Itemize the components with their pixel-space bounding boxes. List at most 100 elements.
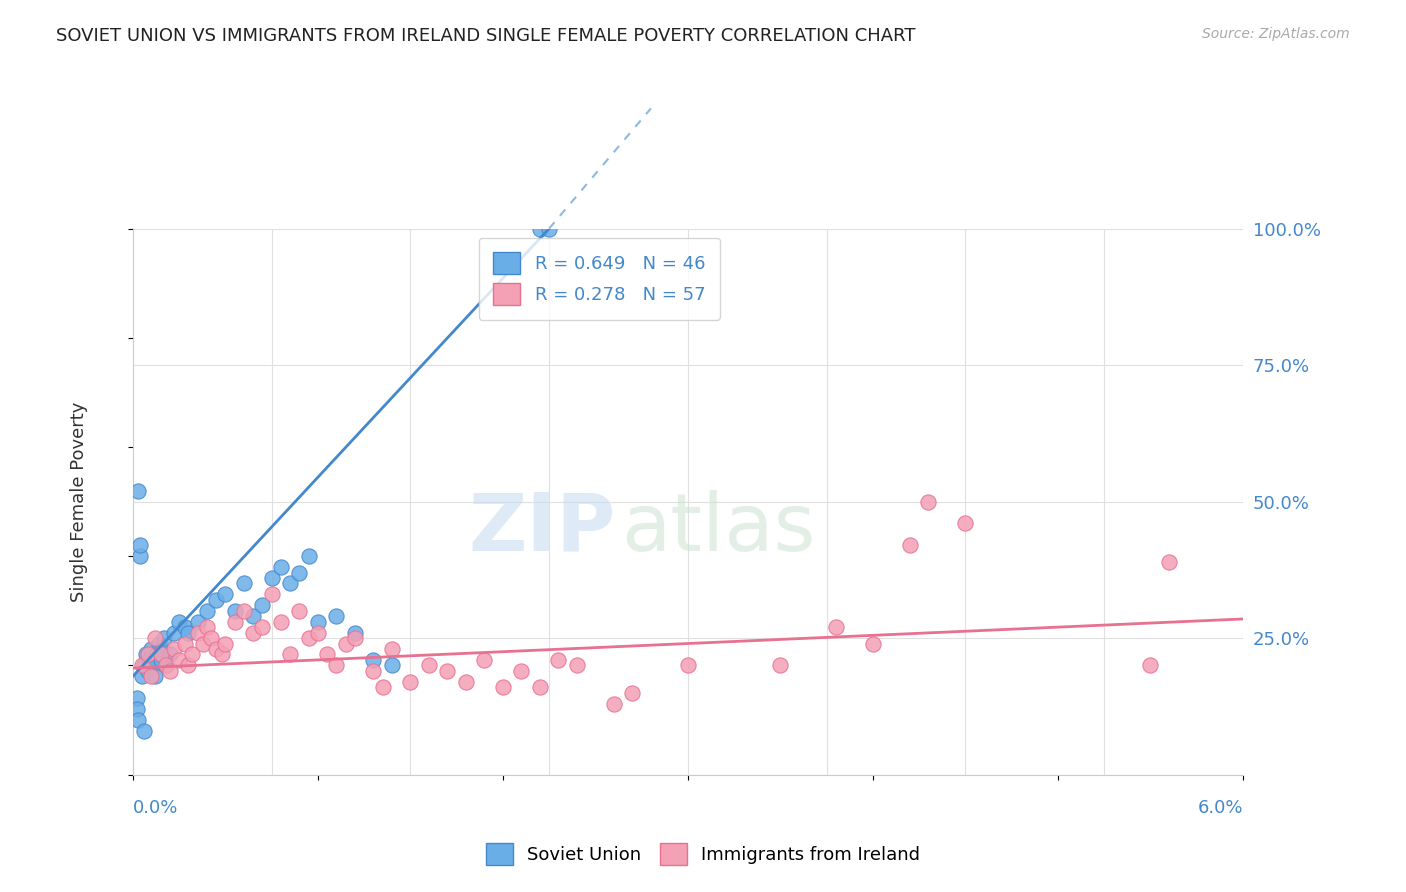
Point bbox=[205, 592, 228, 607]
Point bbox=[316, 648, 339, 662]
Point bbox=[224, 604, 246, 618]
Point bbox=[131, 658, 153, 673]
Point bbox=[195, 604, 218, 618]
Point bbox=[676, 658, 699, 673]
Text: 6.0%: 6.0% bbox=[1198, 799, 1243, 817]
Legend: R = 0.649   N = 46, R = 0.278   N = 57: R = 0.649 N = 46, R = 0.278 N = 57 bbox=[478, 237, 720, 319]
Point bbox=[260, 587, 283, 601]
Point bbox=[278, 648, 301, 662]
Point bbox=[129, 538, 152, 552]
Point bbox=[297, 631, 319, 645]
Point bbox=[131, 669, 153, 683]
Point bbox=[191, 636, 214, 650]
Point bbox=[149, 648, 172, 662]
Point bbox=[307, 615, 329, 629]
Point bbox=[242, 625, 264, 640]
Point bbox=[159, 664, 181, 678]
Point bbox=[136, 664, 159, 678]
Point bbox=[862, 636, 884, 650]
Point bbox=[297, 549, 319, 563]
Point bbox=[135, 648, 157, 662]
Point bbox=[200, 631, 222, 645]
Point bbox=[825, 620, 848, 634]
Point bbox=[307, 625, 329, 640]
Point bbox=[270, 615, 292, 629]
Point bbox=[177, 625, 200, 640]
Text: SOVIET UNION VS IMMIGRANTS FROM IRELAND SINGLE FEMALE POVERTY CORRELATION CHART: SOVIET UNION VS IMMIGRANTS FROM IRELAND … bbox=[56, 27, 915, 45]
Point bbox=[547, 653, 569, 667]
Point bbox=[898, 538, 921, 552]
Point bbox=[565, 658, 588, 673]
Point bbox=[325, 609, 347, 624]
Point bbox=[162, 625, 184, 640]
Point bbox=[288, 566, 311, 580]
Point bbox=[381, 658, 404, 673]
Text: Source: ZipAtlas.com: Source: ZipAtlas.com bbox=[1202, 27, 1350, 41]
Point bbox=[155, 658, 177, 673]
Point bbox=[214, 636, 236, 650]
Point bbox=[205, 642, 228, 657]
Point bbox=[1157, 555, 1180, 569]
Point bbox=[917, 494, 939, 508]
Text: atlas: atlas bbox=[621, 490, 815, 568]
Point bbox=[335, 636, 357, 650]
Point bbox=[173, 636, 195, 650]
Point bbox=[136, 648, 159, 662]
Point bbox=[132, 658, 155, 673]
Point bbox=[153, 631, 176, 645]
Point bbox=[129, 549, 152, 563]
Point bbox=[224, 615, 246, 629]
Point bbox=[141, 642, 163, 657]
Point bbox=[363, 664, 385, 678]
Point bbox=[142, 658, 165, 673]
Point bbox=[343, 631, 366, 645]
Point bbox=[159, 648, 181, 662]
Point bbox=[143, 631, 166, 645]
Y-axis label: Single Female Poverty: Single Female Poverty bbox=[70, 401, 89, 602]
Point bbox=[955, 516, 977, 531]
Point bbox=[149, 653, 172, 667]
Point bbox=[232, 604, 254, 618]
Point bbox=[492, 680, 515, 694]
Point bbox=[529, 221, 551, 235]
Point bbox=[173, 620, 195, 634]
Point bbox=[474, 653, 496, 667]
Point bbox=[138, 653, 160, 667]
Point bbox=[143, 669, 166, 683]
Point bbox=[270, 560, 292, 574]
Point bbox=[155, 658, 177, 673]
Point bbox=[162, 642, 184, 657]
Point bbox=[195, 620, 218, 634]
Point bbox=[211, 648, 233, 662]
Point bbox=[146, 648, 169, 662]
Point bbox=[399, 674, 422, 689]
Point bbox=[363, 653, 385, 667]
Point bbox=[603, 697, 626, 711]
Point bbox=[187, 615, 209, 629]
Point bbox=[260, 571, 283, 585]
Point bbox=[371, 680, 394, 694]
Point bbox=[187, 625, 209, 640]
Point bbox=[232, 576, 254, 591]
Point bbox=[381, 642, 404, 657]
Point bbox=[510, 664, 533, 678]
Text: 0.0%: 0.0% bbox=[132, 799, 179, 817]
Point bbox=[621, 686, 644, 700]
Point bbox=[325, 658, 347, 673]
Point bbox=[167, 653, 190, 667]
Point bbox=[214, 587, 236, 601]
Point bbox=[769, 658, 792, 673]
Point bbox=[454, 674, 477, 689]
Point bbox=[148, 636, 170, 650]
Point bbox=[278, 576, 301, 591]
Point bbox=[167, 615, 190, 629]
Text: ZIP: ZIP bbox=[468, 490, 616, 568]
Point bbox=[152, 642, 174, 657]
Point bbox=[125, 691, 148, 706]
Point bbox=[242, 609, 264, 624]
Point bbox=[343, 625, 366, 640]
Point bbox=[141, 669, 163, 683]
Point bbox=[288, 604, 311, 618]
Point bbox=[1139, 658, 1161, 673]
Point bbox=[252, 620, 274, 634]
